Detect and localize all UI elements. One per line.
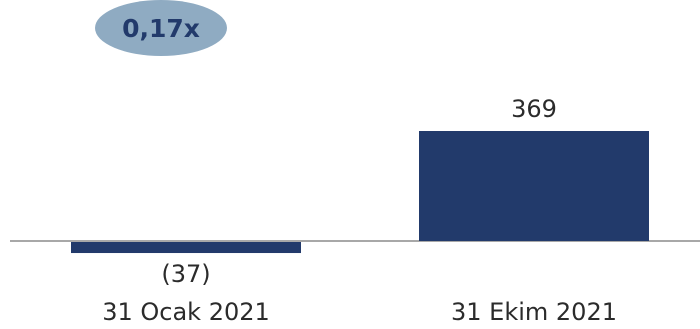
bar-value-label-2: 369 bbox=[511, 95, 557, 123]
category-label-1: 31 Ocak 2021 bbox=[102, 298, 270, 326]
category-label-2: 31 Ekim 2021 bbox=[451, 298, 617, 326]
ratio-badge: 0,17x bbox=[95, 0, 227, 56]
category-labels: 31 Ocak 2021 31 Ekim 2021 bbox=[102, 298, 617, 326]
ratio-badge-label: 0,17x bbox=[122, 14, 200, 43]
bar-2 bbox=[419, 131, 649, 241]
bar-1 bbox=[71, 242, 301, 254]
bar-value-label-1: (37) bbox=[161, 260, 210, 288]
ratio-badge-shape bbox=[95, 0, 227, 56]
bar-series bbox=[71, 131, 649, 254]
value-labels: (37) 369 bbox=[161, 95, 557, 288]
